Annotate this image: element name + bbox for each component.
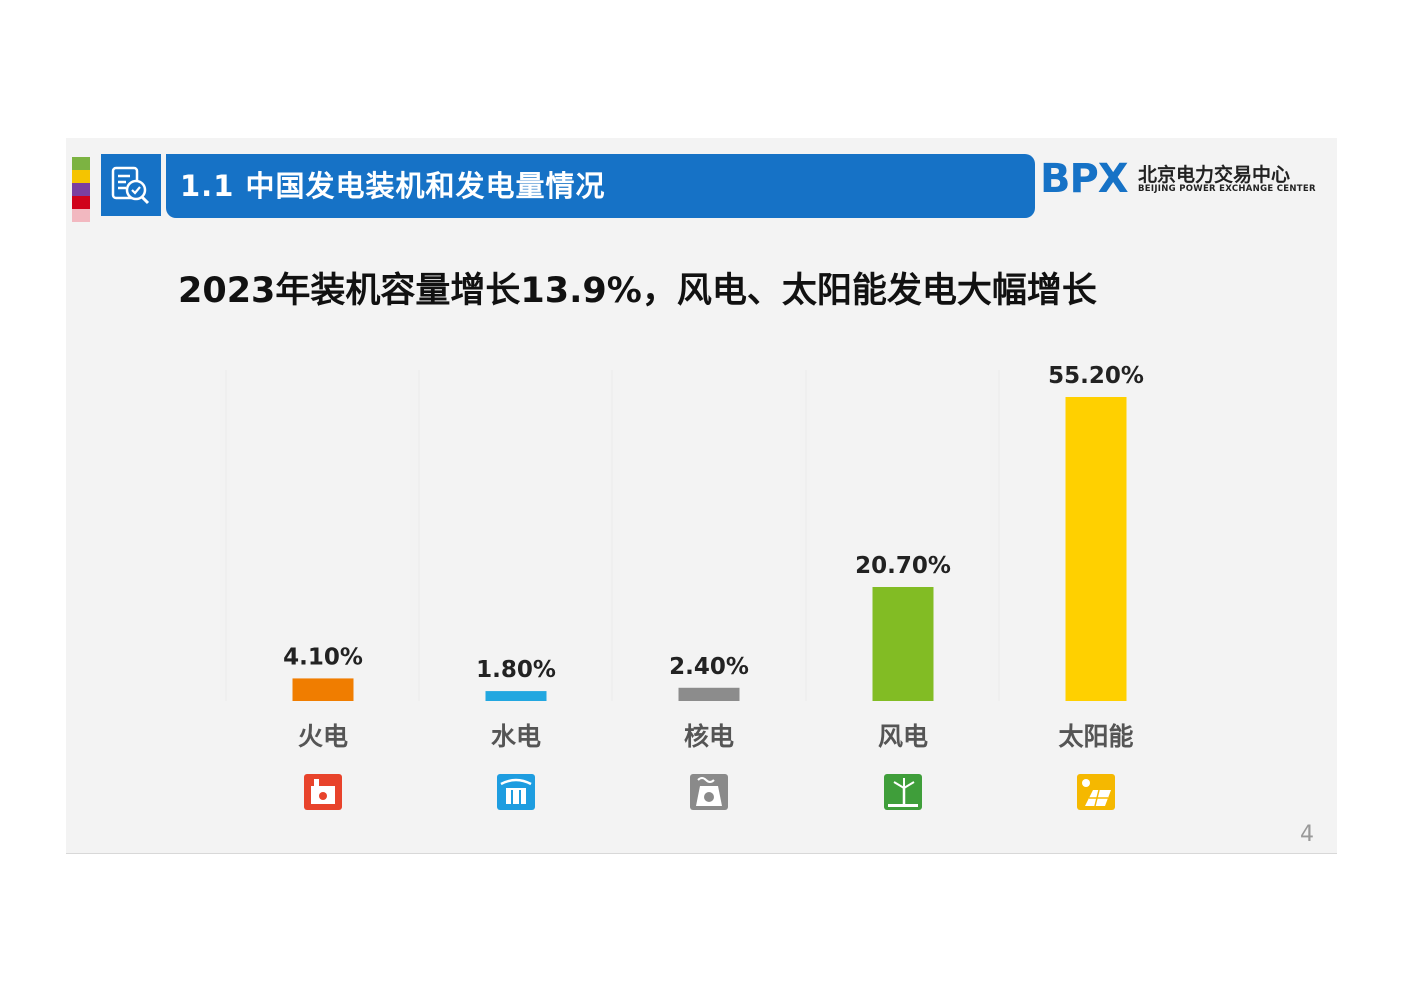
stripe xyxy=(72,157,90,170)
bar xyxy=(678,687,740,701)
logo-letters: BPX xyxy=(1040,156,1129,202)
logo-name-cn: 北京电力交易中心 xyxy=(1138,164,1291,186)
color-stripes xyxy=(72,157,90,222)
category-label: 太阳能 xyxy=(1058,722,1133,751)
data-label: 1.80% xyxy=(476,657,556,683)
data-label: 55.20% xyxy=(1048,363,1144,389)
category-label: 核电 xyxy=(684,722,734,751)
stripe xyxy=(72,183,90,196)
bpx-logo: BPX 北京电力交易中心 BEIJING POWER EXCHANGE CENT… xyxy=(1040,156,1330,202)
data-label: 4.10% xyxy=(283,644,363,670)
stripe xyxy=(72,170,90,183)
bar xyxy=(292,678,354,701)
hydro-power-icon xyxy=(497,774,535,810)
nuclear-power-icon xyxy=(690,774,728,810)
bar xyxy=(1065,397,1127,701)
solar-power-icon xyxy=(1077,774,1115,810)
bar xyxy=(872,587,934,701)
data-label: 20.70% xyxy=(855,553,951,579)
data-label: 2.40% xyxy=(669,654,749,680)
header-bar: 1.1 中国发电装机和发电量情况 xyxy=(166,154,1035,218)
report-search-icon xyxy=(101,154,161,216)
wind-power-icon xyxy=(884,774,922,810)
category-label: 风电 xyxy=(878,722,928,751)
logo-name-en: BEIJING POWER EXCHANGE CENTER xyxy=(1138,184,1316,194)
page-title: 1.1 中国发电装机和发电量情况 xyxy=(180,169,606,203)
bar xyxy=(485,691,547,701)
page-number: 4 xyxy=(1300,822,1314,847)
stripe xyxy=(72,196,90,209)
category-label: 水电 xyxy=(491,722,541,751)
category-label: 火电 xyxy=(298,722,348,751)
headline: 2023年装机容量增长13.9%，风电、太阳能发电大幅增长 xyxy=(178,271,1097,311)
stripe xyxy=(72,209,90,222)
thermal-power-icon xyxy=(304,774,342,810)
